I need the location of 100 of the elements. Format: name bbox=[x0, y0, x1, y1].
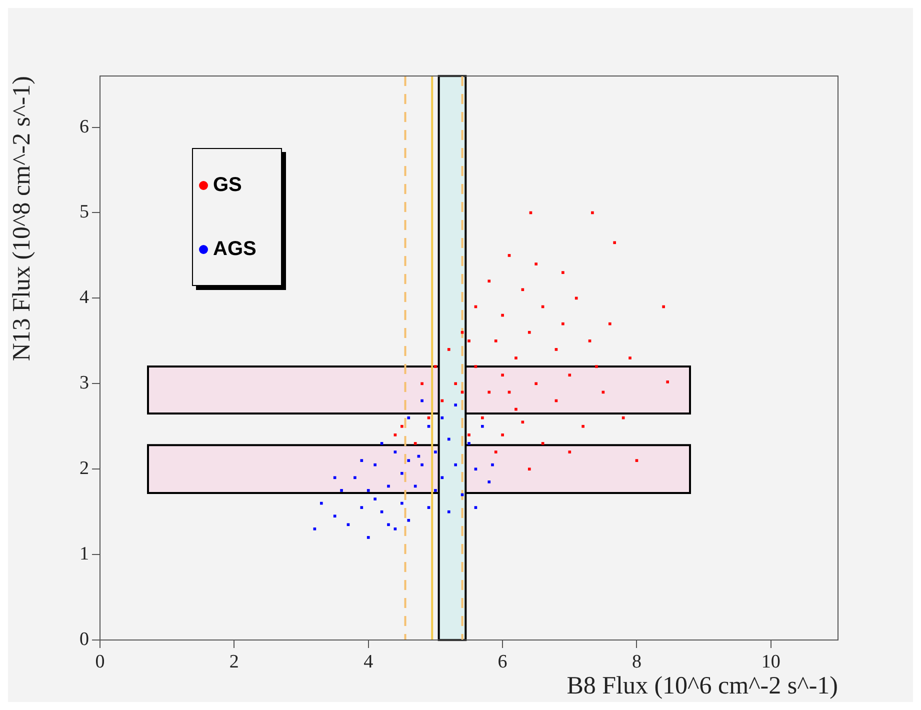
x-tick-label: 8 bbox=[632, 651, 642, 672]
point bbox=[562, 271, 564, 274]
point bbox=[434, 489, 437, 492]
point bbox=[333, 476, 336, 480]
point bbox=[608, 322, 612, 326]
point bbox=[582, 424, 584, 428]
point bbox=[427, 424, 430, 428]
point bbox=[528, 330, 531, 334]
point bbox=[541, 442, 544, 445]
point bbox=[440, 476, 444, 480]
x-tick-label: 0 bbox=[95, 651, 105, 672]
y-tick-label: 2 bbox=[80, 458, 89, 480]
point bbox=[508, 254, 511, 257]
point bbox=[613, 241, 616, 244]
legend-label: GS bbox=[213, 174, 242, 196]
point bbox=[568, 374, 572, 377]
point bbox=[380, 442, 384, 445]
point bbox=[666, 380, 670, 384]
point bbox=[474, 468, 478, 471]
point bbox=[360, 459, 364, 462]
point bbox=[320, 502, 323, 505]
point bbox=[447, 510, 450, 514]
point bbox=[354, 476, 356, 480]
point bbox=[562, 322, 564, 326]
point bbox=[427, 506, 430, 509]
point bbox=[434, 365, 437, 368]
point bbox=[340, 489, 343, 492]
point bbox=[454, 382, 457, 386]
point bbox=[447, 438, 450, 441]
point bbox=[501, 433, 504, 436]
point bbox=[488, 480, 491, 484]
point bbox=[313, 527, 316, 530]
point bbox=[494, 450, 498, 454]
point bbox=[514, 408, 518, 411]
point bbox=[474, 506, 478, 509]
point bbox=[534, 262, 538, 266]
point bbox=[360, 506, 364, 509]
point bbox=[514, 356, 518, 360]
point bbox=[595, 365, 598, 368]
point bbox=[454, 463, 457, 466]
point bbox=[407, 459, 410, 462]
point bbox=[554, 348, 558, 351]
point bbox=[333, 514, 336, 518]
point bbox=[468, 442, 470, 445]
point bbox=[346, 523, 350, 526]
point bbox=[521, 420, 524, 424]
x-tick-label: 6 bbox=[498, 651, 508, 672]
point bbox=[662, 305, 665, 308]
point bbox=[374, 498, 376, 500]
point bbox=[420, 382, 424, 386]
point bbox=[420, 463, 424, 466]
point bbox=[528, 468, 531, 471]
point bbox=[434, 450, 437, 454]
point bbox=[387, 484, 390, 488]
point bbox=[568, 450, 572, 454]
point bbox=[488, 280, 491, 283]
point bbox=[440, 399, 444, 402]
y-tick-label: 3 bbox=[80, 372, 89, 394]
legend-label: AGS bbox=[213, 238, 256, 260]
point bbox=[574, 296, 578, 300]
y-tick-label: 5 bbox=[80, 202, 89, 223]
y-tick-label: 0 bbox=[80, 628, 89, 650]
point bbox=[394, 450, 397, 454]
point bbox=[481, 424, 484, 428]
x-axis-title: B8 Flux (10^6 cm^-2 s^-1) bbox=[566, 672, 838, 700]
point bbox=[420, 399, 424, 402]
point bbox=[407, 416, 410, 420]
point bbox=[488, 390, 491, 394]
point bbox=[468, 433, 470, 436]
point bbox=[481, 416, 484, 420]
point bbox=[400, 424, 404, 428]
point bbox=[460, 330, 464, 334]
point bbox=[635, 459, 638, 462]
point bbox=[394, 433, 397, 436]
point bbox=[468, 339, 470, 342]
x-tick-label: 10 bbox=[761, 651, 780, 672]
y-tick-label: 6 bbox=[80, 116, 89, 138]
point bbox=[400, 502, 404, 505]
point bbox=[494, 339, 498, 342]
point bbox=[387, 523, 390, 526]
point bbox=[400, 472, 404, 475]
point bbox=[591, 211, 594, 214]
point bbox=[454, 404, 457, 406]
point bbox=[501, 314, 504, 317]
point bbox=[501, 374, 504, 377]
y-axis-title: N13 Flux (10^8 cm^-2 s^-1) bbox=[8, 76, 36, 362]
point bbox=[366, 489, 370, 492]
point bbox=[374, 463, 376, 466]
point bbox=[366, 536, 370, 539]
point bbox=[440, 416, 444, 420]
point bbox=[414, 442, 417, 445]
y-tick-label: 1 bbox=[80, 544, 89, 565]
point bbox=[588, 339, 592, 342]
y-tick-label: 4 bbox=[80, 287, 90, 308]
x-tick-label: 4 bbox=[364, 651, 374, 672]
point bbox=[491, 463, 494, 466]
point bbox=[394, 527, 397, 530]
point bbox=[534, 382, 538, 386]
point bbox=[521, 288, 524, 292]
point bbox=[474, 365, 478, 368]
